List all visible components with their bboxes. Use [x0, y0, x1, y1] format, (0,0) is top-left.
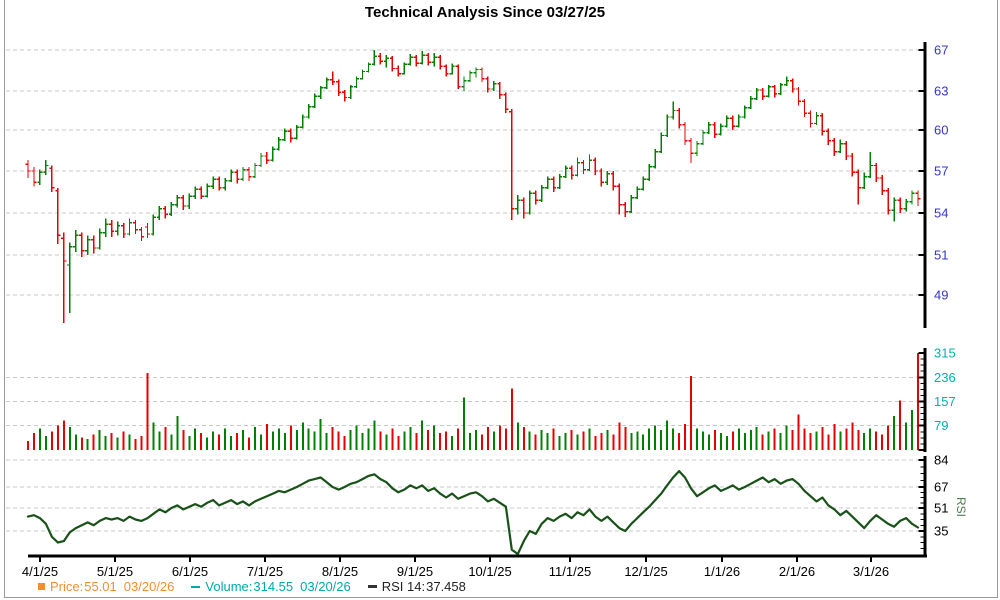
- svg-text:84: 84: [934, 453, 948, 468]
- svg-text:9/1/25: 9/1/25: [397, 564, 433, 579]
- rsi-axis-title: RSI: [954, 497, 968, 517]
- gridlines: [6, 49, 921, 532]
- svg-text:51: 51: [934, 501, 948, 516]
- svg-text:6/1/25: 6/1/25: [172, 564, 208, 579]
- legend-rsi: RSI 14:37.458: [367, 579, 466, 594]
- svg-text:79: 79: [934, 418, 948, 433]
- svg-text:157: 157: [934, 394, 956, 409]
- svg-text:3/1/26: 3/1/26: [853, 564, 889, 579]
- svg-text:51: 51: [934, 248, 948, 263]
- volume-marker-icon: [191, 585, 201, 588]
- svg-text:10/1/25: 10/1/25: [468, 564, 511, 579]
- svg-text:2/1/26: 2/1/26: [779, 564, 815, 579]
- legend-price: Price:55.01 03/20/26: [38, 579, 174, 594]
- svg-text:4/1/25: 4/1/25: [22, 564, 58, 579]
- svg-text:60: 60: [934, 123, 948, 138]
- y-axes: [918, 42, 927, 556]
- svg-text:49: 49: [934, 288, 948, 303]
- axis-labels: 67 63 60 57 54 51 49 315 236 157 79 84 67 51 35 RSI: [934, 43, 968, 539]
- svg-text:5/1/25: 5/1/25: [97, 564, 133, 579]
- svg-text:12/1/25: 12/1/25: [624, 564, 667, 579]
- legend-price-label: Price:: [50, 579, 84, 594]
- chart-title: Technical Analysis Since 03/27/25: [364, 4, 606, 21]
- svg-text:11/1/25: 11/1/25: [549, 564, 591, 579]
- svg-text:236: 236: [934, 370, 956, 385]
- svg-text:35: 35: [934, 524, 948, 539]
- x-axis: 4/1/25 5/1/25 6/1/25 7/1/25 8/1/25 9/1/25 10/1…: [22, 554, 927, 579]
- svg-text:8/1/25: 8/1/25: [322, 564, 358, 579]
- legend-volume-value: 314.55: [253, 579, 294, 594]
- svg-text:57: 57: [934, 164, 948, 179]
- svg-text:315: 315: [934, 346, 956, 361]
- volume-panel: [27, 353, 919, 450]
- legend-volume-date: 03/20/26: [300, 579, 351, 594]
- legend-rsi-value: 37.458: [426, 579, 466, 594]
- svg-text:1/1/26: 1/1/26: [704, 564, 740, 579]
- svg-text:67: 67: [934, 480, 948, 495]
- rsi-marker-icon: [367, 585, 377, 588]
- legend-price-date: 03/20/26: [123, 579, 175, 594]
- rsi-line: [26, 470, 920, 556]
- frame: [4, 0, 998, 598]
- svg-text:63: 63: [934, 84, 948, 99]
- svg-text:7/1/25: 7/1/25: [247, 564, 283, 579]
- svg-text:54: 54: [934, 206, 948, 221]
- legend-rsi-label: RSI 14:: [381, 579, 426, 594]
- chart-footer-legend: Price:55.01 03/20/26 Volume:314.55 03/20/2…: [38, 579, 466, 594]
- price-panel: [25, 50, 921, 323]
- price-marker-icon: [38, 583, 45, 590]
- legend-volume: Volume:314.55 03/20/26: [191, 579, 351, 594]
- legend-price-value: 55.01: [84, 579, 117, 594]
- legend-volume-label: Volume:: [205, 579, 253, 594]
- svg-text:67: 67: [934, 43, 948, 58]
